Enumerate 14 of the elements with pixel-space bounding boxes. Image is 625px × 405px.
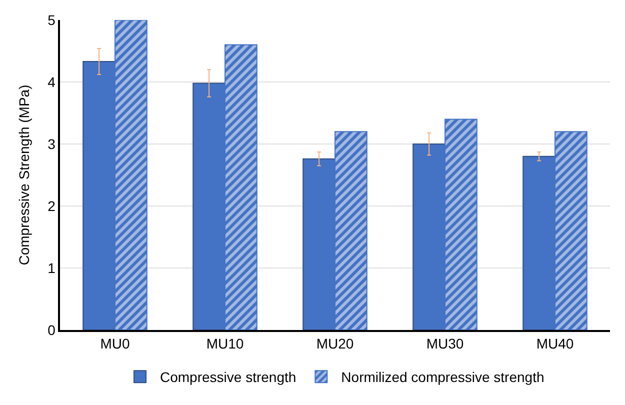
y-tick-label: 4 xyxy=(48,74,56,90)
x-tick-label: MU20 xyxy=(316,336,354,352)
y-tick-label: 5 xyxy=(48,12,56,28)
y-tick-label: 3 xyxy=(48,136,56,152)
text: Normilized compressive strength xyxy=(341,369,544,386)
legend-label: Compressive strength xyxy=(160,369,296,386)
x-tick-label: MU0 xyxy=(100,336,130,352)
x-tick-label: MU40 xyxy=(536,336,574,352)
y-tick-label: 0 xyxy=(48,322,56,338)
x-tick-label: MU30 xyxy=(426,336,464,352)
y-tick-label: 1 xyxy=(48,260,56,276)
y-axis-title: Compressive Strength (MPa) xyxy=(16,84,32,266)
y-tick-label: 2 xyxy=(48,198,56,214)
x-tick-label: MU10 xyxy=(206,336,244,352)
